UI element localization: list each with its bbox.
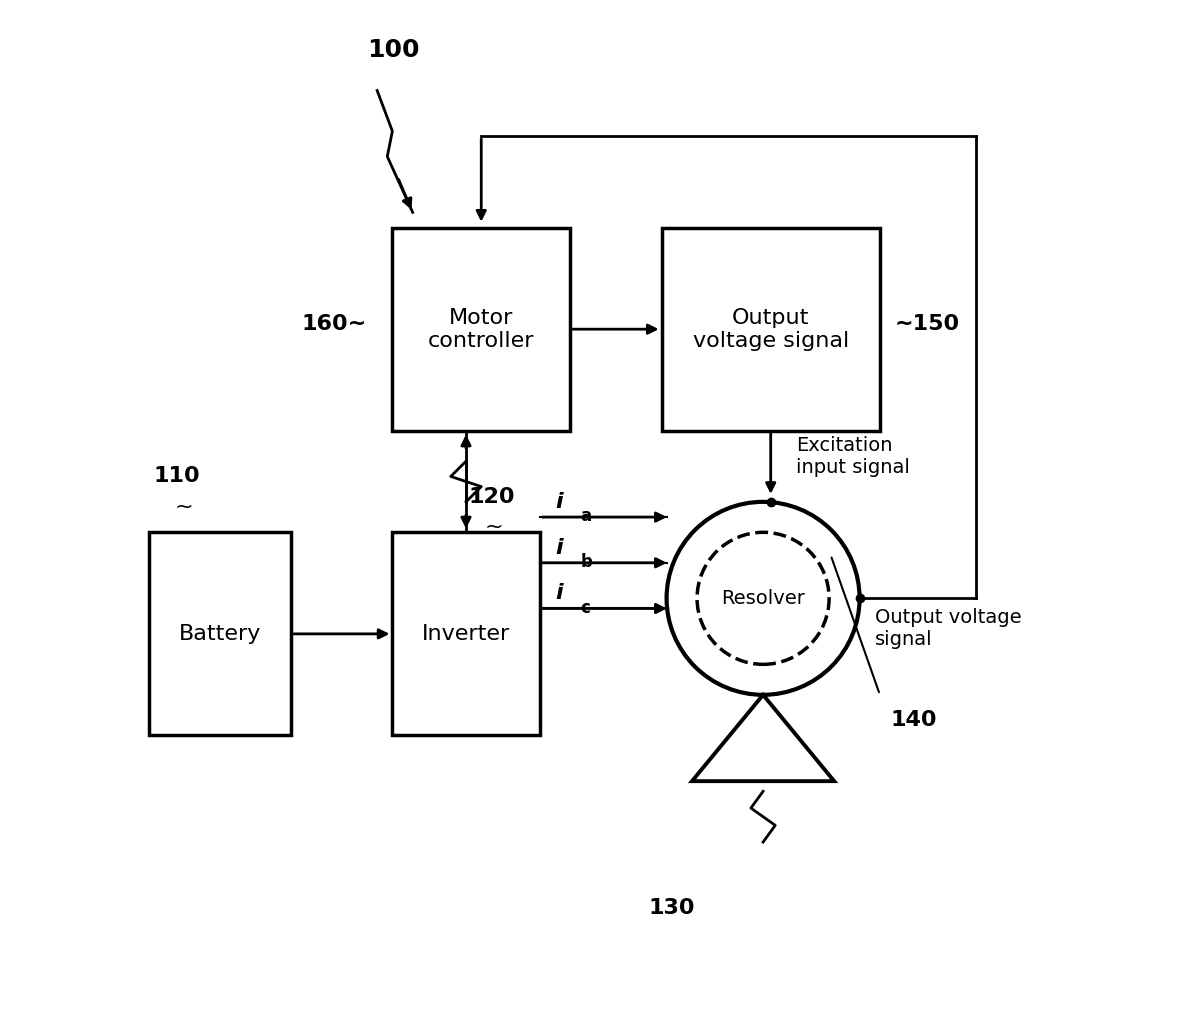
- Text: Excitation
input signal: Excitation input signal: [796, 435, 910, 476]
- Text: ~: ~: [485, 517, 504, 538]
- Text: Output
voltage signal: Output voltage signal: [693, 307, 849, 351]
- Text: b: b: [580, 553, 592, 571]
- Text: Resolver: Resolver: [721, 589, 805, 608]
- Text: a: a: [580, 507, 592, 525]
- Text: Battery: Battery: [179, 624, 261, 644]
- Text: ~150: ~150: [896, 314, 960, 334]
- Bar: [392, 532, 540, 735]
- Text: 160~: 160~: [301, 314, 367, 334]
- Text: i: i: [555, 538, 562, 558]
- Text: i: i: [555, 584, 562, 603]
- Bar: [392, 227, 570, 431]
- Bar: [661, 227, 880, 431]
- Text: Motor
controller: Motor controller: [428, 307, 535, 351]
- Text: 140: 140: [890, 711, 936, 730]
- Text: 130: 130: [648, 898, 694, 918]
- Text: 110: 110: [154, 466, 200, 486]
- Text: Output voltage
signal: Output voltage signal: [875, 608, 1022, 649]
- Text: i: i: [555, 492, 562, 512]
- Text: Inverter: Inverter: [422, 624, 510, 644]
- Text: c: c: [580, 599, 590, 616]
- Text: ~: ~: [175, 497, 193, 517]
- Bar: [149, 532, 291, 735]
- Text: 120: 120: [468, 486, 515, 507]
- Text: 100: 100: [367, 38, 419, 61]
